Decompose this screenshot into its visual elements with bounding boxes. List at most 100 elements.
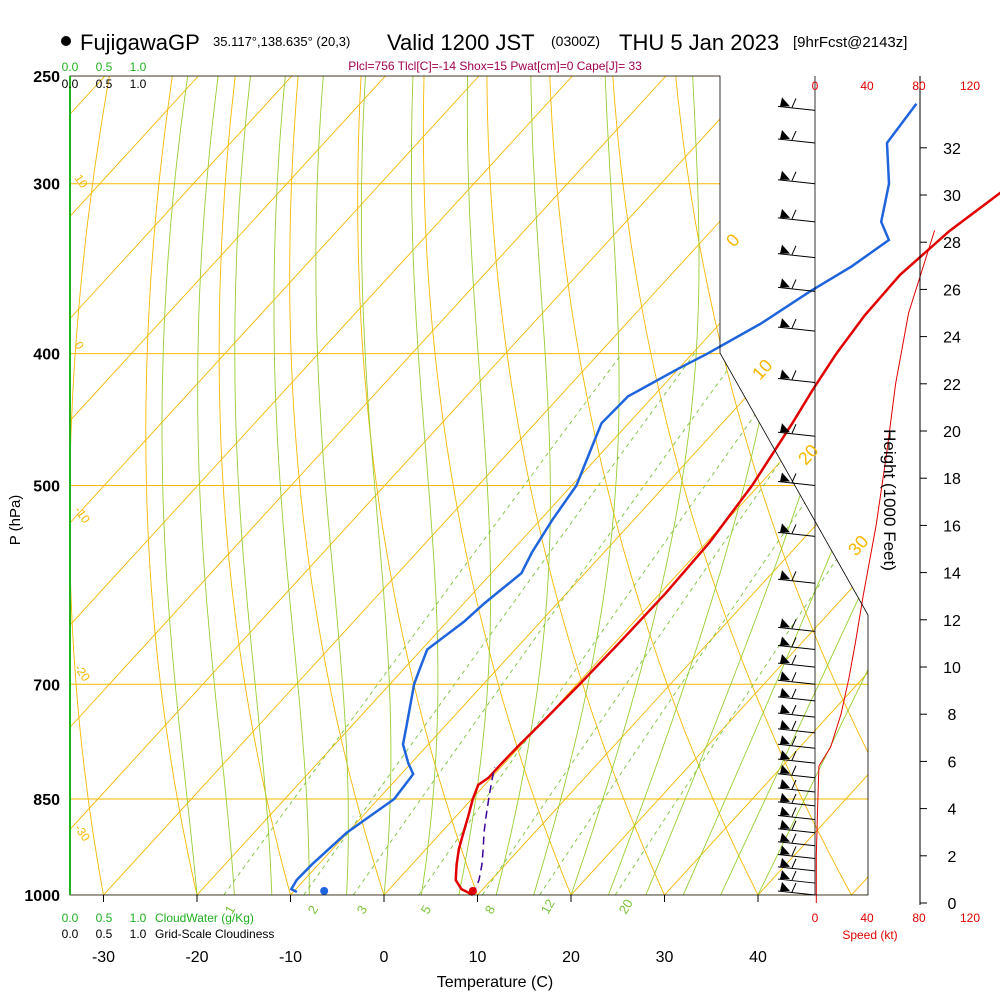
wind-barb-flag: [780, 423, 790, 433]
wind-barb-staff: [777, 286, 816, 292]
wind-barb-feather: [791, 245, 797, 255]
mixing-ratio-line: [303, 353, 695, 895]
moist-adiabat-line: [757, 76, 868, 895]
wind-barb-staff: [777, 814, 816, 820]
isotherm-label: 10: [748, 355, 776, 383]
wind-barb-feather: [791, 833, 797, 843]
wind-barb: [777, 819, 816, 834]
wind-barb-flag: [780, 719, 790, 729]
wind-barb-flag: [780, 170, 790, 180]
pressure-tick-label: 250: [33, 69, 60, 86]
wind-barb-feather: [791, 171, 797, 181]
moist-adiabat-line: [720, 76, 868, 895]
x-tick-label: 20: [562, 949, 580, 966]
dry-adiabat-line: [675, 76, 868, 895]
wind-barb-feather: [791, 765, 797, 775]
x-axis-title: Temperature (C): [437, 974, 553, 991]
isotherm-line: [70, 76, 199, 895]
x-tick-label: -30: [92, 949, 115, 966]
wind-barb-feather: [791, 858, 797, 869]
wind-barb-staff: [777, 841, 816, 847]
wind-barb: [777, 687, 816, 702]
surface-temperature-point: [468, 887, 477, 895]
dry-adiabat-line: [70, 76, 110, 895]
pressure-tick-label: 700: [33, 677, 60, 694]
speed-top-tick: 120: [960, 79, 980, 93]
left-isotherm-label: 10: [72, 172, 91, 191]
moist-adiabat-line: [570, 76, 700, 895]
wind-barb-flag: [780, 845, 790, 855]
wind-barb-feather: [791, 807, 797, 817]
pressure-tick-label: 1000: [24, 888, 60, 905]
wind-barb-feather: [791, 846, 797, 856]
wind-barb-staff: [777, 531, 816, 537]
wind-barb-staff: [777, 773, 816, 779]
x-tick-label: 10: [469, 949, 487, 966]
cloudwater-top-tick: 1.0: [130, 60, 147, 74]
wind-barb: [777, 735, 816, 749]
speed-top-tick: 40: [860, 79, 874, 93]
wind-barb: [777, 244, 816, 259]
wind-barb-flag: [780, 636, 790, 646]
wind-barb-flag: [780, 704, 790, 714]
wind-barb: [777, 318, 816, 332]
wind-barb-flag: [780, 278, 790, 288]
wind-barb-feather: [791, 424, 797, 434]
mixing-ratio-line: [223, 353, 623, 895]
dry-adiabat-line: [145, 76, 198, 895]
wind-barb: [777, 806, 816, 820]
height-tick-label: 18: [943, 471, 961, 488]
cloudwater-label: CloudWater (g/Kg): [155, 911, 254, 925]
cloudwater-top-tick: 0.0: [62, 60, 79, 74]
x-tick-label: -20: [185, 949, 208, 966]
wind-barb-feather: [791, 736, 797, 746]
wind-barb-flag: [780, 318, 790, 328]
left-isotherm-label: -30: [72, 822, 94, 845]
wind-barb-staff: [777, 377, 816, 383]
moist-adiabat-line: [360, 76, 392, 895]
speed-bottom-tick: 40: [860, 911, 874, 925]
moist-adiabat-line: [315, 76, 349, 895]
station-dot-icon: [61, 36, 71, 46]
isotherm-label: 20: [794, 440, 822, 468]
height-tick-label: 4: [948, 802, 957, 819]
wind-barb-flag: [780, 750, 790, 760]
dry-adiabat-line: [422, 76, 572, 895]
wind-barb-staff: [777, 626, 816, 632]
wind-barb-staff: [777, 743, 816, 749]
isotherm-line: [0, 76, 11, 895]
mixing-ratio-label: 12: [538, 896, 558, 916]
wind-barb-staff: [777, 801, 816, 807]
isotherm-label: 0: [722, 230, 744, 251]
height-tick-label: 10: [943, 660, 961, 677]
wind-barb-staff: [777, 431, 816, 437]
forecast-info: [9hrFcst@2143z]: [793, 34, 907, 51]
wind-barb: [777, 570, 816, 584]
speed-bottom-tick: 120: [960, 911, 980, 925]
wind-barb-flag: [780, 618, 790, 628]
wind-barb-flag: [780, 819, 790, 829]
mixing-ratio-label: 3: [354, 903, 371, 917]
mixing-ratio-line: [418, 353, 799, 895]
wind-barb-flag: [780, 806, 790, 816]
wind-barb-staff: [777, 878, 816, 884]
wind-barb-flag: [780, 244, 790, 254]
wind-barb-feather: [791, 571, 797, 581]
wind-barb-staff: [777, 138, 816, 144]
wind-barb-feather: [791, 882, 797, 893]
pressure-tick-label: 300: [33, 177, 60, 194]
isotherm-line: [70, 76, 760, 895]
wind-barb-flag: [780, 832, 790, 842]
wind-barb-feather: [791, 279, 797, 289]
height-tick-label: 20: [943, 424, 961, 441]
wind-barb: [777, 671, 816, 685]
wind-barb-feather: [791, 637, 797, 647]
wind-barb-feather: [791, 209, 797, 220]
isotherm-line: [70, 76, 573, 895]
isotherm-line: [70, 76, 480, 895]
wind-barb-flag: [780, 472, 790, 482]
wind-barb-staff: [777, 253, 816, 259]
pressure-tick-label: 850: [33, 792, 60, 809]
dry-adiabat-line: [801, 76, 868, 895]
moist-adiabat-line: [495, 76, 551, 895]
